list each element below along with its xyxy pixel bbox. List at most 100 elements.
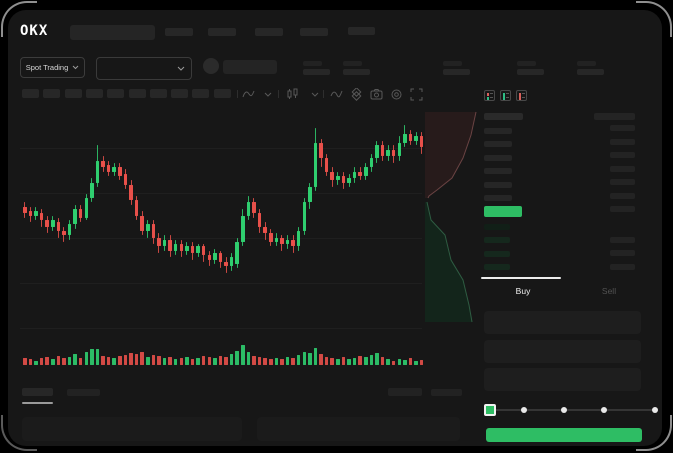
ask-price-row[interactable] (484, 168, 512, 174)
gridline (20, 193, 422, 194)
ask-price-row[interactable] (484, 127, 512, 134)
bottom-action-skeleton[interactable] (388, 388, 422, 396)
line-type-icon[interactable] (242, 88, 255, 101)
candle (235, 242, 239, 264)
tool-skeleton[interactable] (107, 89, 125, 98)
tool-skeleton[interactable] (64, 89, 82, 98)
nav-item-skeleton[interactable] (300, 28, 328, 36)
tool-skeleton[interactable] (85, 89, 103, 98)
nav-item-skeleton[interactable] (208, 28, 236, 36)
pair-select[interactable] (96, 57, 192, 80)
bottom-tab-underline (22, 402, 53, 404)
candle (330, 171, 334, 181)
volume-bar (341, 357, 346, 365)
candle (134, 200, 139, 216)
candle (190, 246, 195, 253)
ask-price-row[interactable] (484, 154, 512, 161)
ask-price-row[interactable] (484, 181, 512, 188)
coin-avatar (203, 58, 219, 74)
bottom-tab-skeleton-active[interactable] (22, 388, 53, 396)
slider-stop[interactable] (560, 407, 567, 413)
volume-bar (414, 361, 418, 365)
book-asks-icon[interactable] (516, 90, 527, 101)
slider-stop[interactable] (520, 407, 527, 413)
candle (408, 134, 413, 141)
book-combined-icon[interactable] (484, 90, 495, 101)
compare-icon[interactable] (350, 88, 363, 101)
candle (229, 257, 234, 267)
depth-bids-area (425, 202, 472, 322)
candle (185, 246, 189, 251)
bid-price-row[interactable] (484, 223, 510, 230)
volume-bar (168, 357, 172, 365)
candle (201, 246, 206, 256)
volume-bar (391, 361, 396, 365)
stat-label-skeleton (577, 61, 596, 66)
nav-item-skeleton[interactable] (348, 27, 375, 35)
price-input-skeleton[interactable] (484, 311, 641, 334)
slider-track[interactable] (489, 409, 655, 411)
tool-skeleton[interactable] (128, 89, 146, 98)
total-input-skeleton[interactable] (484, 368, 641, 391)
depth-chart[interactable] (425, 110, 478, 325)
ask-price-row[interactable] (484, 195, 512, 201)
nav-item-skeleton[interactable] (165, 28, 193, 36)
volume-bar (369, 355, 374, 365)
slider-stop[interactable] (652, 407, 658, 413)
candle (118, 167, 122, 176)
candle-type-icon[interactable] (286, 88, 299, 101)
fullscreen-icon[interactable] (410, 88, 423, 101)
volume-bar (73, 354, 77, 365)
slider-stop[interactable] (600, 407, 607, 413)
last-price-highlight[interactable] (484, 206, 522, 217)
okx-logo[interactable]: OKX (20, 23, 49, 39)
market-type-button[interactable]: Spot Trading (20, 57, 85, 78)
chevron-down-icon[interactable] (261, 88, 274, 101)
volume-bar (336, 359, 340, 365)
volume-bar (252, 356, 256, 365)
bottom-action-skeleton[interactable] (431, 389, 462, 396)
bottom-tab-skeleton[interactable] (67, 389, 100, 396)
candle (95, 160, 100, 183)
candle (123, 173, 128, 185)
bid-price-row[interactable] (484, 264, 510, 270)
search-bar-skeleton[interactable] (70, 25, 155, 40)
volume-bar (173, 359, 178, 365)
tool-skeleton[interactable] (171, 89, 189, 98)
candle (324, 158, 329, 172)
ask-amount-row (610, 138, 635, 145)
settings-icon[interactable] (390, 88, 403, 101)
ask-amount-row (610, 125, 635, 131)
bid-price-row[interactable] (484, 250, 510, 257)
volume-bar (106, 357, 111, 365)
ask-price-row[interactable] (484, 141, 512, 147)
book-bids-icon[interactable] (500, 90, 511, 101)
tab-sell[interactable]: Sell (601, 286, 617, 296)
tool-skeleton[interactable] (149, 89, 167, 98)
chevron-down-icon[interactable] (308, 88, 321, 101)
candle (140, 215, 144, 231)
tab-buy[interactable]: Buy (515, 286, 531, 296)
candle (403, 134, 407, 143)
tool-skeleton[interactable] (213, 89, 231, 98)
stat-label-skeleton (343, 61, 362, 66)
candle (129, 184, 133, 201)
volume-bar (263, 358, 267, 365)
buy-button[interactable] (486, 428, 642, 442)
candle (39, 213, 44, 220)
candle (352, 171, 357, 179)
amount-input-skeleton[interactable] (484, 340, 641, 363)
candle (101, 160, 105, 168)
tool-skeleton[interactable] (192, 89, 210, 98)
camera-icon[interactable] (370, 88, 383, 101)
candle (336, 176, 340, 181)
volume-bar (319, 354, 323, 365)
tool-skeleton[interactable] (22, 89, 39, 98)
candle (341, 176, 346, 183)
tool-skeleton[interactable] (43, 89, 61, 98)
bid-price-row[interactable] (484, 237, 510, 243)
slider-handle[interactable] (484, 404, 496, 416)
volume-bar (151, 355, 156, 365)
indicator-icon[interactable] (330, 88, 343, 101)
nav-item-skeleton[interactable] (255, 28, 283, 36)
